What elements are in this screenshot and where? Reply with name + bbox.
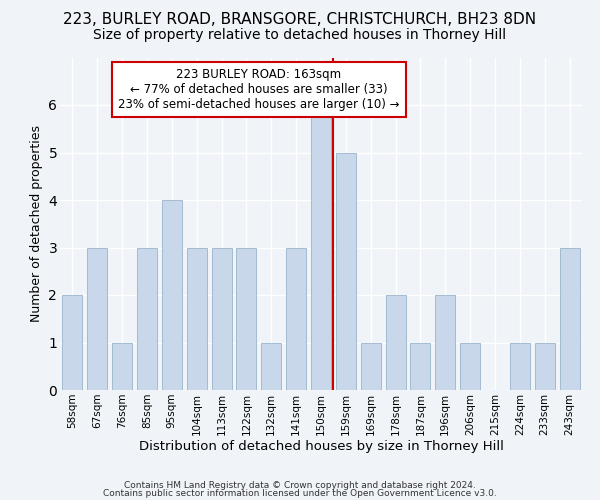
Bar [560,248,580,390]
Bar [386,295,406,390]
Bar [112,342,132,390]
Bar [510,342,530,390]
Bar [286,248,306,390]
Bar [262,342,281,390]
Bar [212,248,232,390]
Bar [535,342,554,390]
Bar [410,342,430,390]
Bar [236,248,256,390]
Bar [311,105,331,390]
Text: Contains public sector information licensed under the Open Government Licence v3: Contains public sector information licen… [103,488,497,498]
Text: Contains HM Land Registry data © Crown copyright and database right 2024.: Contains HM Land Registry data © Crown c… [124,481,476,490]
Text: Size of property relative to detached houses in Thorney Hill: Size of property relative to detached ho… [94,28,506,42]
Bar [62,295,82,390]
Y-axis label: Number of detached properties: Number of detached properties [30,125,43,322]
Bar [162,200,182,390]
Text: 223 BURLEY ROAD: 163sqm
← 77% of detached houses are smaller (33)
23% of semi-de: 223 BURLEY ROAD: 163sqm ← 77% of detache… [118,68,400,111]
Bar [436,295,455,390]
Bar [460,342,480,390]
Text: 223, BURLEY ROAD, BRANSGORE, CHRISTCHURCH, BH23 8DN: 223, BURLEY ROAD, BRANSGORE, CHRISTCHURC… [64,12,536,28]
Bar [137,248,157,390]
Bar [361,342,380,390]
Bar [88,248,107,390]
Bar [336,152,356,390]
X-axis label: Distribution of detached houses by size in Thorney Hill: Distribution of detached houses by size … [139,440,503,454]
Bar [187,248,206,390]
